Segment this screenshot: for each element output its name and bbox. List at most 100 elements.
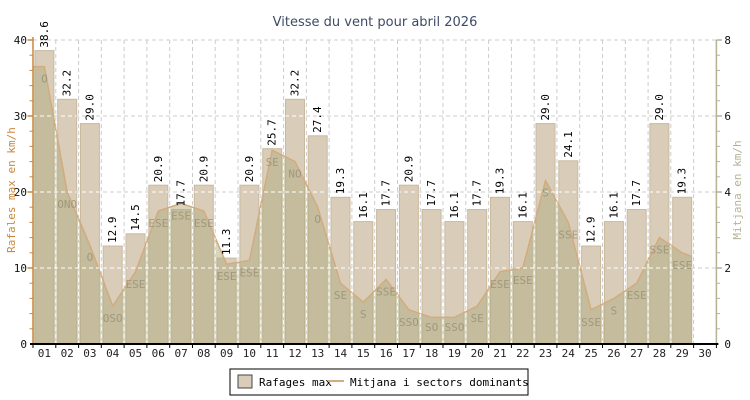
day-label-13: 13 xyxy=(311,347,324,360)
day-label-25: 25 xyxy=(584,347,597,360)
bar-value-05: 14.5 xyxy=(129,204,142,231)
day-label-22: 22 xyxy=(516,347,529,360)
day-label-06: 06 xyxy=(152,347,165,360)
bar-value-07: 17.7 xyxy=(175,180,188,207)
mitjana-area xyxy=(33,66,693,344)
mitjana-line xyxy=(33,65,693,319)
bar-value-01: 38.6 xyxy=(38,21,51,48)
day-label-05: 05 xyxy=(129,347,142,360)
direction-label-29: ESE xyxy=(672,259,692,272)
direction-label-12: NO xyxy=(288,168,301,181)
left-tick-label: 40 xyxy=(14,34,27,47)
direction-label-15: S xyxy=(360,308,367,321)
direction-label-09: ESE xyxy=(217,270,237,283)
bar-value-04: 12.9 xyxy=(106,217,119,244)
right-tick-label: 0 xyxy=(724,338,731,351)
direction-label-02: ONO xyxy=(57,198,77,211)
day-label-01: 01 xyxy=(38,347,51,360)
left-tick-label: 0 xyxy=(20,338,27,351)
bar-value-28: 29.0 xyxy=(653,94,666,121)
bar-value-27: 17.7 xyxy=(630,180,643,207)
right-tick-label: 6 xyxy=(724,110,731,123)
direction-label-28: SSE xyxy=(649,244,669,257)
direction-label-07: ESE xyxy=(171,209,191,222)
day-label-14: 14 xyxy=(334,347,348,360)
left-tick-label: 10 xyxy=(14,262,27,275)
day-label-30: 30 xyxy=(698,347,711,360)
direction-label-14: SE xyxy=(334,289,347,302)
direction-label-27: ESE xyxy=(627,289,647,302)
direction-label-13: O xyxy=(314,213,321,226)
direction-label-18: SO xyxy=(425,321,438,334)
day-label-27: 27 xyxy=(630,347,643,360)
day-label-20: 20 xyxy=(471,347,484,360)
direction-label-23: S xyxy=(542,187,549,200)
right-axis-label: Mitjana en km/h xyxy=(731,140,744,239)
chart-title: Vitesse du vent pour abril 2026 xyxy=(273,15,478,30)
bar-value-06: 20.9 xyxy=(152,156,165,183)
day-label-16: 16 xyxy=(379,347,392,360)
bar-value-26: 16.1 xyxy=(607,192,620,219)
day-label-17: 17 xyxy=(402,347,415,360)
direction-label-04: OSO xyxy=(103,312,123,325)
bar-value-21: 19.3 xyxy=(494,168,507,195)
direction-label-20: SE xyxy=(471,312,484,325)
bar-value-08: 20.9 xyxy=(197,156,210,183)
direction-label-22: ESE xyxy=(513,274,533,287)
day-label-03: 03 xyxy=(83,347,96,360)
bar-value-29: 19.3 xyxy=(676,168,689,195)
legend-box xyxy=(229,368,529,396)
bar-value-14: 19.3 xyxy=(334,168,347,195)
bar-value-13: 27.4 xyxy=(311,106,324,133)
day-label-26: 26 xyxy=(607,347,620,360)
bar-value-25: 12.9 xyxy=(585,217,598,244)
right-tick-label: 8 xyxy=(724,34,731,47)
bar-value-11: 25.7 xyxy=(266,119,279,146)
bar-value-24: 24.1 xyxy=(562,131,575,158)
day-label-15: 15 xyxy=(357,347,370,360)
direction-label-19: SSO xyxy=(444,321,464,334)
axes xyxy=(27,37,722,348)
legend-bar-swatch xyxy=(237,374,253,389)
left-axis-label: Rafales max en km/h xyxy=(5,127,18,253)
left-tick-label: 20 xyxy=(14,186,27,199)
day-label-24: 24 xyxy=(562,347,576,360)
direction-label-10: ESE xyxy=(239,266,259,279)
day-label-29: 29 xyxy=(676,347,689,360)
right-tick-label: 2 xyxy=(724,262,731,275)
bar-value-19: 16.1 xyxy=(448,192,461,219)
bar-value-10: 20.9 xyxy=(243,156,256,183)
bar-value-23: 29.0 xyxy=(539,94,552,121)
day-label-10: 10 xyxy=(243,347,256,360)
day-label-18: 18 xyxy=(425,347,438,360)
mitjana-area-series xyxy=(33,65,693,344)
direction-label-17: SSO xyxy=(399,316,419,329)
bar-value-15: 16.1 xyxy=(357,192,370,219)
bar-value-03: 29.0 xyxy=(83,94,96,121)
day-label-04: 04 xyxy=(106,347,120,360)
direction-label-03: O xyxy=(87,251,94,264)
legend-line-label: Mitjana i sectors dominants xyxy=(350,376,529,389)
direction-label-16: SSE xyxy=(376,285,396,298)
direction-label-01: O xyxy=(41,73,48,86)
direction-label-26: S xyxy=(611,304,618,317)
bar-value-labels: 38.6 32.2 29.0 12.9 14.5 20.9 17.7 20.9 11.3 20.9… xyxy=(38,21,689,255)
right-tick-label: 4 xyxy=(724,186,731,199)
bar-value-18: 17.7 xyxy=(425,180,438,207)
bar-value-12: 32.2 xyxy=(289,70,302,97)
day-label-07: 07 xyxy=(174,347,187,360)
day-label-12: 12 xyxy=(288,347,301,360)
bar-value-09: 11.3 xyxy=(220,229,233,256)
bar-value-02: 32.2 xyxy=(61,70,74,97)
direction-label-08: ESE xyxy=(194,217,214,230)
legend: Rafages max Mitjana i sectors dominants xyxy=(229,368,529,396)
bar-value-22: 16.1 xyxy=(516,192,529,219)
bar-value-17: 20.9 xyxy=(402,156,415,183)
day-label-19: 19 xyxy=(448,347,461,360)
day-label-09: 09 xyxy=(220,347,233,360)
direction-label-24: SSE xyxy=(558,228,578,241)
day-label-02: 02 xyxy=(61,347,74,360)
